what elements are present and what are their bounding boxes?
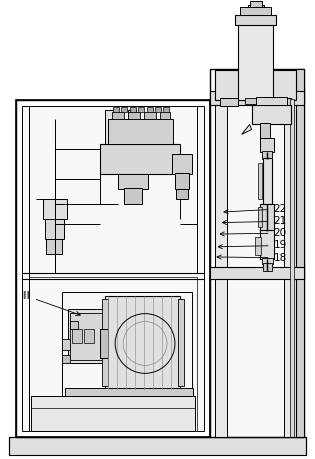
Bar	[178, 299, 184, 386]
Bar	[102, 299, 108, 386]
Bar	[124, 188, 142, 204]
Bar	[121, 106, 127, 112]
Bar	[252, 105, 291, 124]
Bar	[258, 207, 261, 227]
Bar	[260, 123, 270, 140]
Text: III: III	[21, 291, 80, 316]
Bar	[9, 437, 306, 455]
Bar	[210, 69, 304, 437]
Text: 20: 20	[220, 228, 287, 238]
Bar	[147, 106, 153, 112]
Bar	[138, 106, 144, 112]
Bar	[176, 189, 188, 199]
Bar	[215, 69, 227, 437]
Bar	[29, 277, 197, 431]
Bar	[248, 5, 264, 20]
Bar	[44, 219, 64, 239]
Bar	[128, 110, 136, 149]
Bar	[105, 296, 180, 390]
Bar	[68, 308, 106, 364]
Bar	[255, 237, 261, 255]
Bar	[72, 329, 82, 343]
Bar	[261, 258, 273, 264]
Bar	[220, 98, 238, 106]
Bar	[260, 230, 274, 259]
Bar	[160, 112, 170, 119]
Bar	[118, 174, 148, 189]
Bar	[261, 151, 272, 159]
Bar	[100, 329, 108, 358]
Text: 19: 19	[218, 241, 287, 251]
Bar	[284, 69, 296, 437]
Polygon shape	[242, 124, 252, 134]
Bar	[240, 7, 272, 15]
Text: 21: 21	[222, 216, 287, 226]
Bar	[273, 98, 291, 106]
Bar	[108, 119, 173, 145]
Bar	[296, 69, 304, 437]
Bar	[66, 388, 193, 396]
Bar	[262, 158, 272, 204]
Bar	[210, 267, 304, 279]
Bar	[172, 154, 192, 174]
Bar	[128, 112, 140, 119]
Bar	[258, 163, 261, 199]
Bar	[62, 339, 70, 351]
Bar	[163, 106, 169, 112]
Bar	[62, 292, 192, 396]
Bar	[100, 145, 180, 174]
Bar	[105, 110, 113, 149]
Bar	[262, 263, 272, 271]
Bar	[238, 20, 273, 100]
Bar	[62, 355, 70, 364]
Bar	[290, 99, 295, 437]
Bar	[210, 90, 304, 105]
Bar	[70, 320, 78, 329]
Bar	[155, 106, 161, 112]
Bar	[47, 239, 62, 254]
Bar	[16, 100, 210, 437]
Bar	[84, 329, 94, 343]
Bar	[144, 112, 156, 119]
Bar	[215, 70, 296, 100]
Bar	[16, 100, 210, 437]
Bar	[70, 313, 104, 360]
Bar	[43, 199, 67, 219]
Bar	[130, 106, 136, 112]
Bar	[31, 396, 195, 431]
Bar	[113, 106, 119, 112]
Bar	[112, 112, 124, 119]
Bar	[245, 98, 266, 104]
Bar	[22, 106, 204, 431]
Bar	[249, 1, 261, 8]
Bar	[235, 15, 277, 25]
Text: 22: 22	[224, 204, 287, 214]
Text: 18: 18	[217, 253, 287, 263]
Bar	[260, 139, 274, 152]
Bar	[260, 204, 274, 231]
Bar	[175, 173, 189, 189]
Bar	[255, 96, 287, 105]
